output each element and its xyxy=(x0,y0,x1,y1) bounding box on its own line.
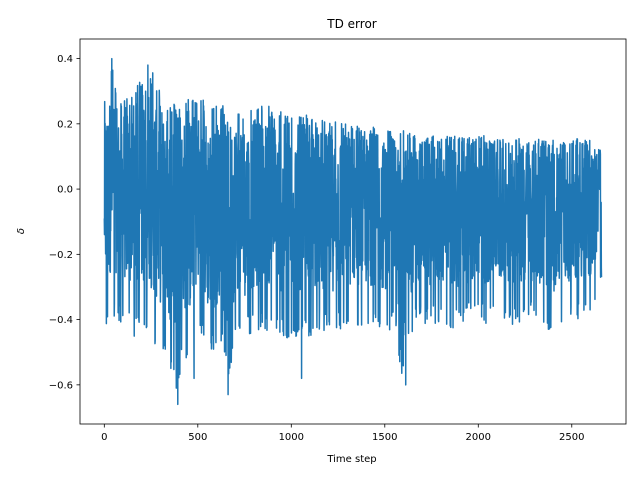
y-axis-label: δ xyxy=(16,228,27,234)
series-layer xyxy=(103,57,603,406)
y-tick-label: 0.4 xyxy=(57,54,73,65)
y-axis-ticks: −0.6 −0.4 −0.2 0.0 0.2 0.4 xyxy=(49,54,80,391)
x-tick-label: 500 xyxy=(188,432,207,443)
y-tick-label: 0.0 xyxy=(57,185,73,196)
x-tick-label: 0 xyxy=(101,432,107,443)
plot-area xyxy=(103,57,603,406)
y-tick-label: −0.2 xyxy=(49,250,73,261)
y-tick-label: 0.2 xyxy=(57,119,73,130)
x-tick-label: 2500 xyxy=(559,432,584,443)
x-axis-ticks: 0 500 1000 1500 2000 2500 xyxy=(101,424,585,443)
x-tick-label: 1500 xyxy=(372,432,397,443)
x-tick-label: 1000 xyxy=(279,432,304,443)
series-line xyxy=(103,57,603,406)
x-axis-label: Time step xyxy=(326,454,376,465)
y-tick-label: −0.6 xyxy=(49,380,73,391)
chart-title: TD error xyxy=(326,17,377,31)
plot-frame xyxy=(79,38,627,425)
x-tick-label: 2000 xyxy=(466,432,491,443)
y-tick-label: −0.4 xyxy=(49,315,73,326)
